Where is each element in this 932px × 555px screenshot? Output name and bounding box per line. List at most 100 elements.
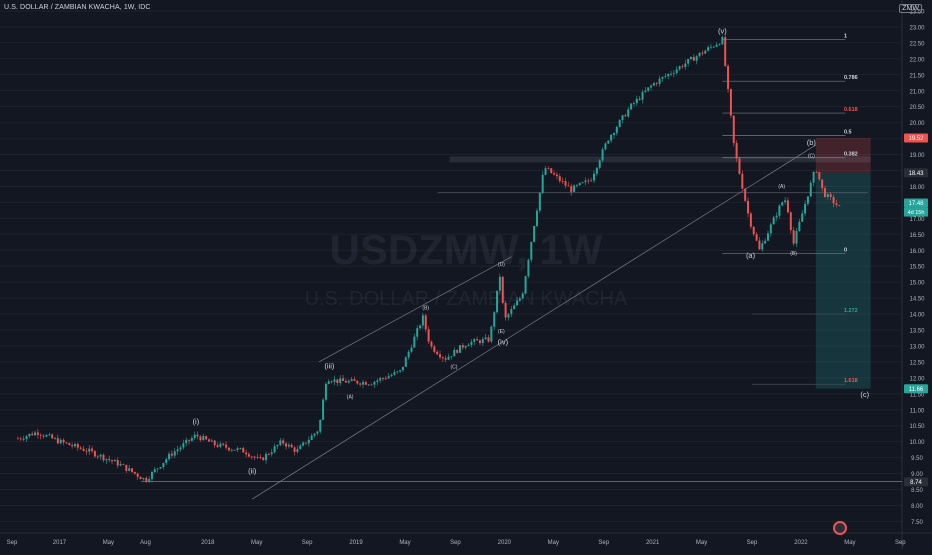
candle [359,383,362,385]
candle [413,336,416,348]
candle [533,225,536,242]
candle [815,171,818,173]
candle [285,443,288,447]
candle [279,440,282,445]
candle [156,468,159,470]
candle [276,444,279,447]
candle [327,381,330,384]
candle [384,378,387,380]
candle [93,451,96,457]
wave-label: (v) [718,26,727,35]
candle [433,346,436,352]
y-tick-label: 10.50 [909,424,925,430]
candle [259,457,262,458]
candle [421,315,424,326]
y-tick-label: 10.00 [909,440,925,446]
candle [692,56,695,61]
candle [829,194,832,197]
candle [450,356,453,358]
candles [16,34,841,484]
candle [193,434,196,438]
candle [516,300,519,306]
wave-label: (B) [422,305,429,311]
candle [507,314,510,318]
fib-level-label: 0.618 [844,107,858,113]
tradingview-logo-icon[interactable] [833,521,847,535]
candle [604,143,607,150]
candle [202,436,205,441]
candle [675,69,678,73]
candle [150,471,153,480]
candle [835,203,838,205]
candle [322,399,325,420]
candle [712,46,715,48]
y-tick-label: 21.50 [909,73,925,79]
candle [119,464,122,466]
candle [416,328,419,337]
x-tick-label: Sep [302,540,313,546]
candle [88,448,91,452]
candle [650,85,653,88]
currency-badge[interactable]: ZMW [899,4,922,13]
y-tick-label: 7.50 [911,520,923,526]
y-tick-label: 16.50 [909,233,925,239]
candle [821,179,824,189]
candle [590,180,593,182]
fib-level-label: 1.272 [844,308,858,314]
candle [344,380,347,383]
y-tick-label: 23.00 [909,25,925,31]
candle [401,366,404,371]
chart-title: U.S. DOLLAR / ZAMBIAN KWACHA, 1W, IDC [4,4,151,11]
y-tick-label: 17.00 [909,217,925,223]
candle [253,456,256,458]
candle [801,213,804,222]
candle [578,182,581,186]
candle [373,381,376,385]
candle [290,444,293,448]
candle [661,76,664,79]
candle [316,431,319,434]
candle [356,380,359,384]
price-tag [904,198,928,208]
fib-level-label: 0.786 [844,75,858,81]
price-tag [904,477,928,487]
candle [647,87,650,91]
price-tag [904,133,928,143]
candle [299,445,302,450]
candle [487,337,490,342]
candle [245,452,248,455]
candle [162,462,165,468]
candle [302,442,305,446]
candle [247,454,250,457]
candle [610,134,613,141]
x-tick-label: 2017 [53,540,67,546]
candle [824,188,827,198]
candle [71,445,74,447]
candle [638,98,641,100]
x-tick-label: May [251,540,262,546]
x-tick-label: 2020 [498,540,512,546]
x-tick-label: 2019 [349,540,363,546]
price-tag-label: 18.43 [908,171,924,177]
wave-label: (B) [790,251,797,257]
x-tick-label: Aug [140,540,151,546]
candle [476,339,479,341]
candle [564,181,567,186]
candle [56,438,59,444]
candle [216,445,219,447]
candle [721,37,724,45]
candle [496,290,499,313]
candle [128,468,131,471]
candle [555,174,558,177]
wave-label: (ii) [248,467,257,476]
candle [484,337,487,340]
candle [424,315,427,330]
candle [196,434,199,437]
candle [601,149,604,161]
y-tick-label: 12.00 [909,376,925,382]
candle [419,325,422,329]
candle [136,473,139,477]
candle [715,44,718,47]
